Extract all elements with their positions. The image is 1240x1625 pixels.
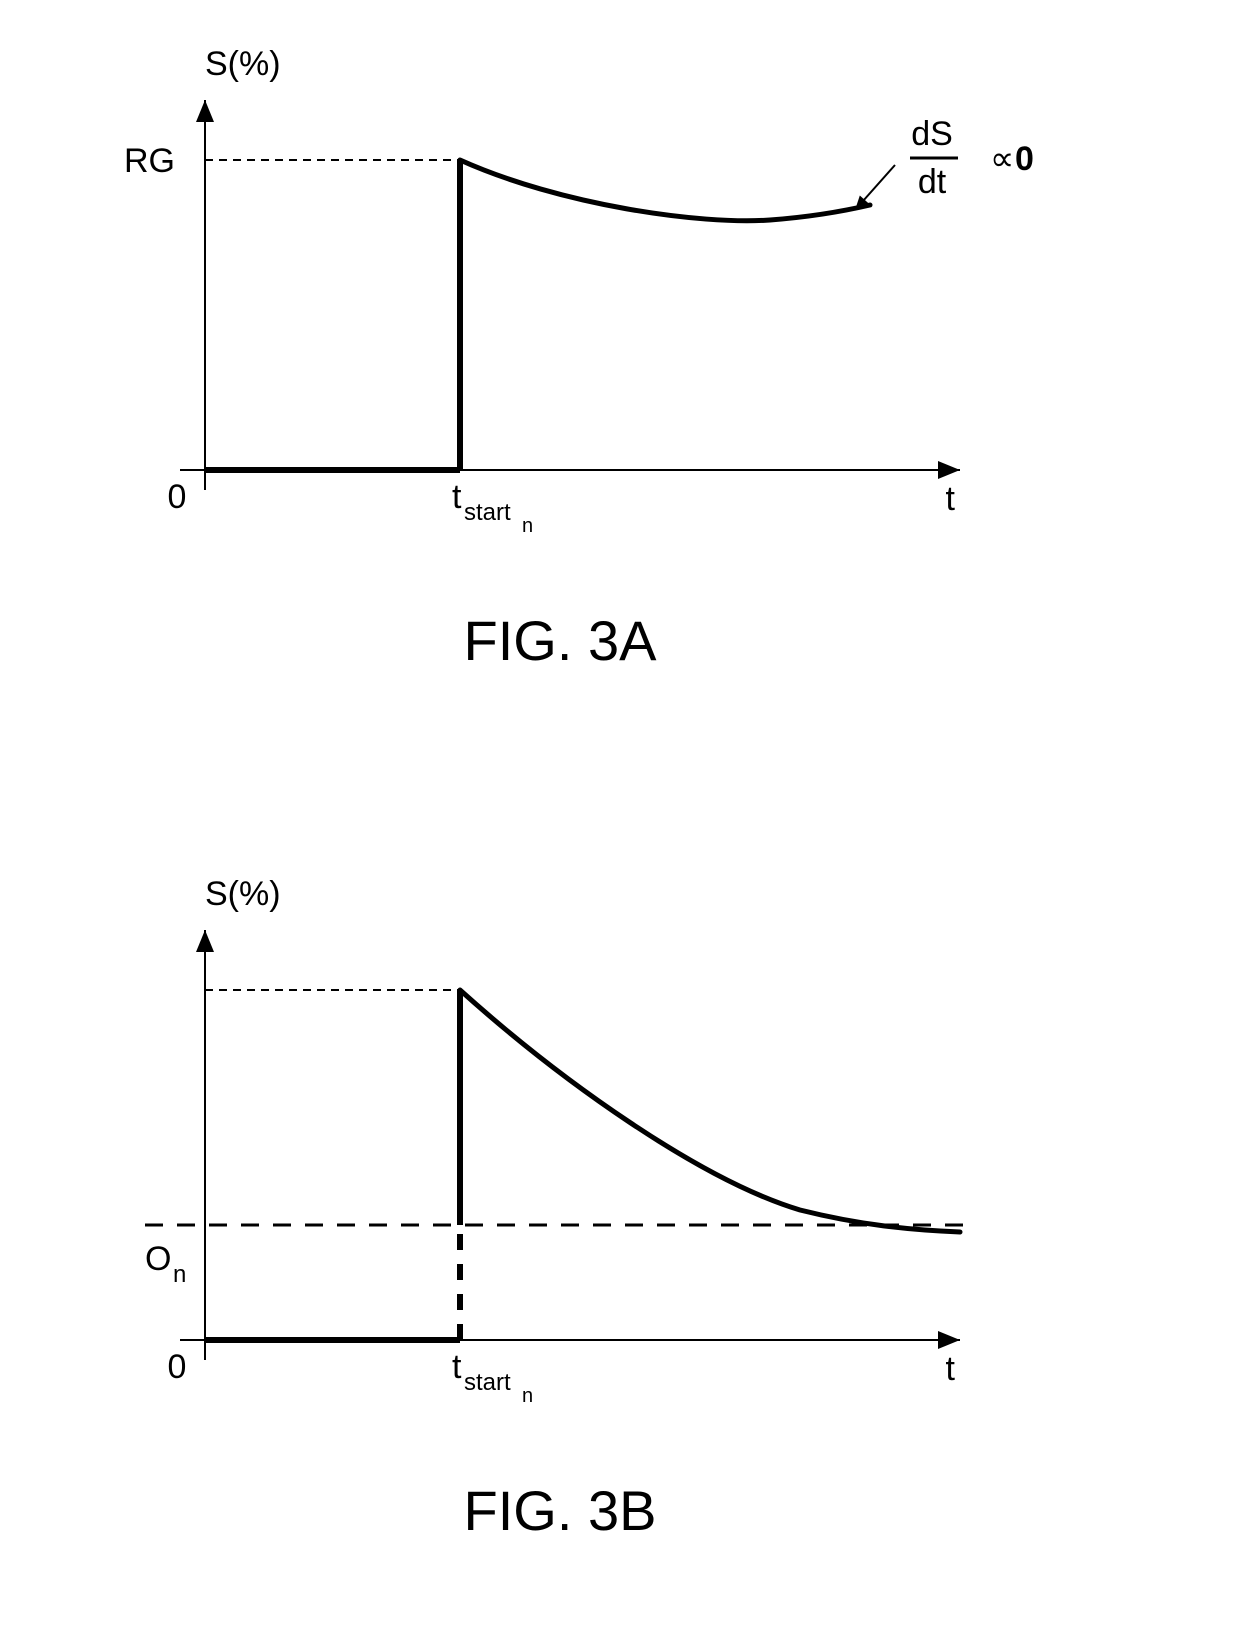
ds-dt-denom: dt [918,163,947,201]
y-axis-label-b: S(%) [205,875,281,913]
x-axis-label: t [946,480,956,518]
tstart-sub-b: start [464,1369,511,1396]
origin-label-b: 0 [168,1348,187,1386]
fig-3b-title: FIG. 3B [464,1479,657,1542]
tstart-t: t [452,478,462,516]
ds-dt-numer: dS [911,115,953,153]
rg-label: RG [124,142,175,180]
tstart-sub: start [464,499,511,526]
prop-symbol: ∝ [990,140,1014,178]
origin-label: 0 [168,478,187,516]
fig-3a: S(%)RGdSdt∝00tstartntFIG. 3A [124,45,1034,672]
signal-curve-b [460,990,960,1232]
offset-label: O [145,1240,171,1278]
tstart-subsub-b: n [522,1385,533,1407]
offset-label-sub: n [173,1261,186,1288]
tstart-t-b: t [452,1348,462,1386]
signal-curve [460,160,870,221]
prop-zero: 0 [1015,140,1034,178]
tstart-subsub: n [522,515,533,537]
fig-3a-title: FIG. 3A [464,609,658,672]
fig-3b: S(%)On0tstartntFIG. 3B [145,875,970,1542]
y-axis-label: S(%) [205,45,281,83]
x-axis-label-b: t [946,1350,956,1388]
